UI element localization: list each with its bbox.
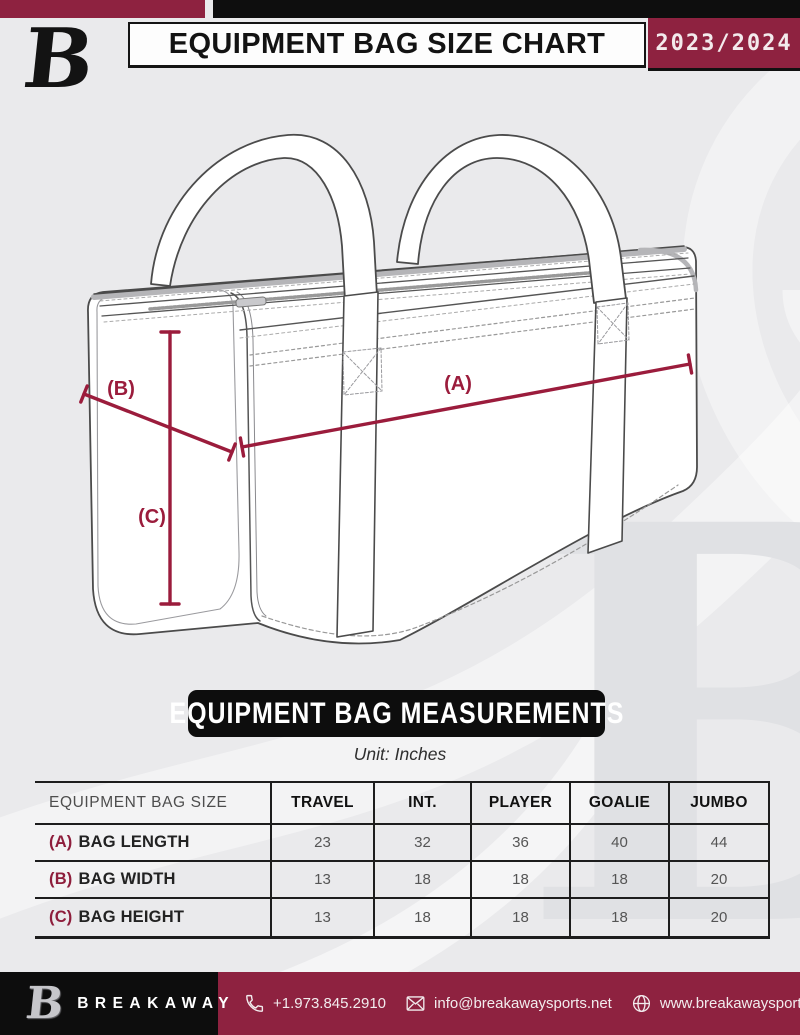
footer-brand-name: BREAKAWAY [77,994,236,1012]
page-title: EQUIPMENT BAG SIZE CHART [168,28,606,60]
season-underline [648,68,800,71]
season-box: 2023/2024 [648,18,800,68]
dim-label-c: (C) [138,506,166,528]
row-label-bag-height: (C) BAG HEIGHT [35,899,272,936]
table-cell: 20 [670,899,770,936]
globe-icon [632,994,650,1013]
footer-brand-block: B BREAKAWAY [0,972,229,1035]
measurements-banner-title: EQUIPMENT BAG MEASUREMENTS [169,695,624,731]
season-label: 2023/2024 [655,30,793,56]
table-cell: 18 [571,899,670,936]
bag-handle-left [150,134,378,301]
dimension-lines [79,330,694,606]
row-prefix-a: (A) [49,833,73,851]
row-label-c: BAG HEIGHT [78,908,185,926]
table-cell: 18 [472,899,571,936]
footer-website-text: www.breakawaysports.net [659,995,800,1012]
table-cell: 20 [670,862,770,899]
footer-phone-text: +1.973.845.2910 [273,995,387,1012]
table-header-size: EQUIPMENT BAG SIZE [35,783,272,825]
measurements-banner: EQUIPMENT BAG MEASUREMENTS [169,690,623,737]
row-label-bag-width: (B) BAG WIDTH [35,862,272,899]
top-maroon-bar [0,0,205,18]
phone-icon [246,994,264,1012]
footer-email-text: info@breakawaysports.net [434,995,612,1012]
stitch-zip [103,273,691,323]
table-header-goalie: GOALIE [571,783,670,825]
table-cell: 18 [472,862,571,899]
title-box: EQUIPMENT BAG SIZE CHART [128,22,646,68]
table-cell: 44 [670,825,770,862]
top-rim [91,246,687,300]
footer-contacts: +1.973.845.2910 info@breakawaysports.net [218,972,800,1035]
table-cell: 18 [375,899,472,936]
x-stitch-left [342,347,383,396]
bag-handle-right [396,134,627,304]
top-rim-edge [93,245,685,295]
row-prefix-b: (B) [49,870,73,888]
row-label-a: BAG LENGTH [78,833,190,851]
table-header-travel: TRAVEL [272,783,375,825]
row-label-b: BAG WIDTH [78,870,176,888]
footer: B BREAKAWAY +1.973.845.2910 info@breakaw… [0,972,800,1035]
table-cell: 23 [272,825,375,862]
dim-line-b [82,392,234,454]
table-header-player: PLAYER [472,783,571,825]
table-header-int: INT. [375,783,472,825]
table-cell: 18 [571,862,670,899]
email-icon [406,996,425,1011]
table-cell: 32 [375,825,472,862]
table-cell: 18 [375,862,472,899]
dim-label-b: (B) [107,378,135,400]
footer-website[interactable]: www.breakawaysports.net [631,993,800,1014]
front-strap-right [587,297,628,554]
table-cell: 13 [272,862,375,899]
footer-logo: B [23,977,66,1029]
size-table: EQUIPMENT BAG SIZE TRAVEL INT. PLAYER GO… [35,781,770,939]
bottom-stitch [261,484,679,637]
zipper-pull [235,296,267,308]
table-cell: 36 [472,825,571,862]
x-stitch-right [596,302,630,345]
dim-label-a: (A) [444,373,472,395]
footer-email[interactable]: info@breakawaysports.net [405,993,612,1014]
dim-caps-b [79,384,237,462]
bag-body [87,246,698,645]
front-strap-left [336,291,379,638]
top-black-bar [213,0,800,18]
row-label-bag-length: (A) BAG LENGTH [35,825,272,862]
row-prefix-c: (C) [49,908,73,926]
dim-caps-a [238,353,694,458]
dim-line-a [240,362,692,449]
unit-label: Unit: Inches [353,744,447,764]
table-cell: 13 [272,899,375,936]
dim-caps-c [159,330,181,606]
footer-phone[interactable]: +1.973.845.2910 [244,993,386,1014]
table-header-jumbo: JUMBO [670,783,770,825]
table-cell: 40 [571,825,670,862]
